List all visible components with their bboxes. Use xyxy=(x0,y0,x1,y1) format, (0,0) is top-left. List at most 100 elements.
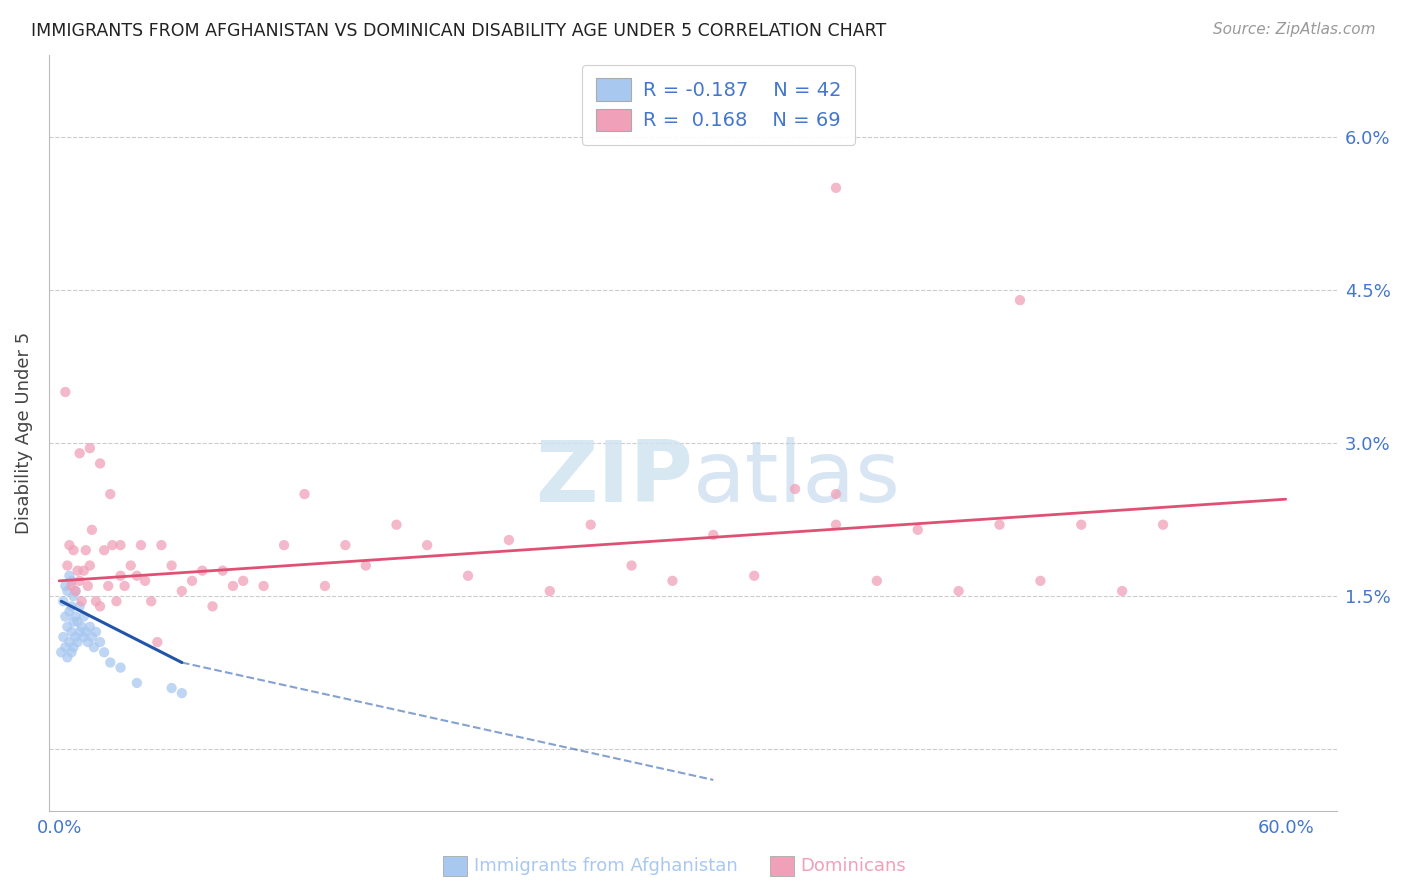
Point xyxy=(110,660,132,674)
Point xyxy=(742,568,765,582)
Point xyxy=(60,599,83,614)
Point xyxy=(457,568,479,582)
Point xyxy=(69,599,91,614)
Point xyxy=(73,564,96,578)
Point xyxy=(70,594,93,608)
Point xyxy=(60,574,83,588)
Point xyxy=(1070,517,1092,532)
Point xyxy=(75,624,97,639)
Text: Source: ZipAtlas.com: Source: ZipAtlas.com xyxy=(1212,22,1375,37)
Point xyxy=(69,624,91,639)
Point xyxy=(661,574,683,588)
Point xyxy=(1111,584,1133,599)
Point xyxy=(89,635,111,649)
Point xyxy=(988,517,1011,532)
Point xyxy=(252,579,274,593)
Point xyxy=(75,543,97,558)
Point xyxy=(62,543,84,558)
Point xyxy=(1008,293,1031,307)
Point xyxy=(58,605,80,619)
Point xyxy=(416,538,439,552)
Point xyxy=(825,517,848,532)
Point xyxy=(354,558,377,573)
Point xyxy=(69,446,91,460)
Point xyxy=(93,543,115,558)
Point xyxy=(79,441,101,455)
Point xyxy=(60,624,83,639)
Point xyxy=(58,538,80,552)
Point xyxy=(62,615,84,629)
Point xyxy=(70,620,93,634)
Point xyxy=(60,579,83,593)
Point xyxy=(76,635,98,649)
Point xyxy=(125,676,148,690)
Point xyxy=(80,523,103,537)
Point xyxy=(211,564,233,578)
Point xyxy=(93,645,115,659)
Point xyxy=(170,686,193,700)
Point xyxy=(294,487,316,501)
Y-axis label: Disability Age Under 5: Disability Age Under 5 xyxy=(15,332,32,534)
Text: ZIP: ZIP xyxy=(536,437,693,520)
Point xyxy=(65,584,87,599)
Point xyxy=(62,640,84,655)
Point xyxy=(65,630,87,644)
Point xyxy=(191,564,214,578)
Point xyxy=(105,594,128,608)
Point xyxy=(110,538,132,552)
Point xyxy=(98,487,121,501)
Point xyxy=(273,538,295,552)
Point xyxy=(110,568,132,582)
Point xyxy=(69,574,91,588)
Point xyxy=(73,630,96,644)
Point xyxy=(52,594,75,608)
Point xyxy=(160,558,183,573)
Point xyxy=(825,487,848,501)
Point xyxy=(83,640,105,655)
Legend: R = -0.187    N = 42, R =  0.168    N = 69: R = -0.187 N = 42, R = 0.168 N = 69 xyxy=(582,65,855,145)
Point xyxy=(134,574,156,588)
Point xyxy=(620,558,643,573)
Point xyxy=(232,574,254,588)
Point xyxy=(538,584,561,599)
Point xyxy=(335,538,357,552)
Point xyxy=(73,609,96,624)
Point xyxy=(53,579,76,593)
Point xyxy=(125,568,148,582)
Point xyxy=(114,579,136,593)
Point xyxy=(84,624,107,639)
Point xyxy=(53,384,76,399)
Point xyxy=(314,579,336,593)
Point xyxy=(579,517,602,532)
Point xyxy=(120,558,142,573)
Text: Immigrants from Afghanistan: Immigrants from Afghanistan xyxy=(474,857,738,875)
Point xyxy=(89,457,111,471)
Point xyxy=(60,645,83,659)
Point xyxy=(1152,517,1174,532)
Text: IMMIGRANTS FROM AFGHANISTAN VS DOMINICAN DISABILITY AGE UNDER 5 CORRELATION CHAR: IMMIGRANTS FROM AFGHANISTAN VS DOMINICAN… xyxy=(31,22,886,40)
Point xyxy=(181,574,204,588)
Point xyxy=(53,609,76,624)
Point xyxy=(97,579,120,593)
Point xyxy=(89,599,111,614)
Point xyxy=(58,635,80,649)
Point xyxy=(948,584,970,599)
Point xyxy=(129,538,152,552)
Point xyxy=(141,594,163,608)
Point xyxy=(498,533,520,547)
Point xyxy=(866,574,889,588)
Point xyxy=(56,650,79,665)
Point xyxy=(53,640,76,655)
Point xyxy=(79,558,101,573)
Point xyxy=(66,635,89,649)
Point xyxy=(160,681,183,695)
Point xyxy=(702,528,724,542)
Point xyxy=(56,620,79,634)
Point xyxy=(51,645,73,659)
Text: atlas: atlas xyxy=(693,437,901,520)
Point xyxy=(76,579,98,593)
Point xyxy=(201,599,224,614)
Point xyxy=(170,584,193,599)
Point xyxy=(385,517,408,532)
Point xyxy=(783,482,806,496)
